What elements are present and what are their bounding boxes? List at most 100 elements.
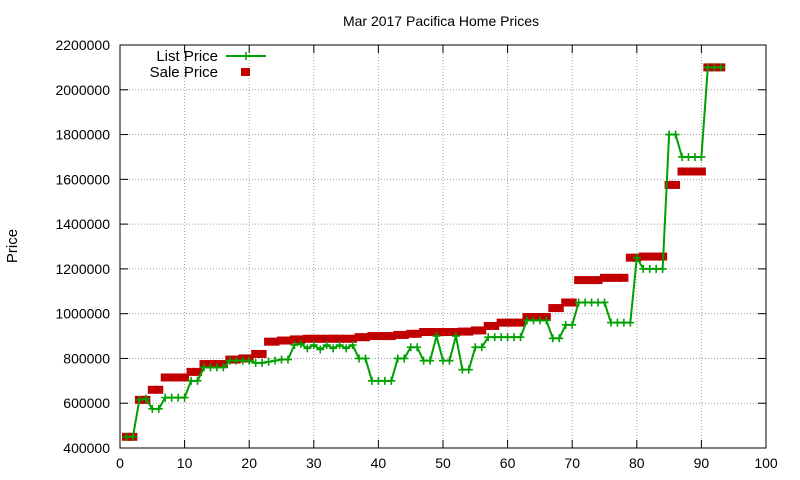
list-price-point <box>193 376 202 385</box>
list-price-point <box>626 318 635 327</box>
sale-price-point <box>477 326 487 335</box>
list-price-point <box>671 130 680 139</box>
sale-price-point <box>664 180 674 189</box>
sale-price-point <box>193 367 203 376</box>
list-price-point <box>245 356 254 365</box>
x-tick-label: 70 <box>564 455 580 471</box>
sale-price-point <box>509 318 519 327</box>
legend-marker-sale-price <box>241 68 250 76</box>
sale-price-point <box>264 337 274 346</box>
x-tick-label: 100 <box>754 455 778 471</box>
sale-price-point <box>277 336 286 345</box>
sale-price-point <box>677 167 687 176</box>
sale-price-point <box>283 336 293 345</box>
legend: List Price Sale Price <box>150 48 266 81</box>
x-tick-label: 30 <box>306 455 322 471</box>
list-price-point <box>632 253 641 262</box>
sale-price-point <box>425 328 435 337</box>
list-price-point <box>445 356 454 365</box>
sale-price-point <box>690 167 700 176</box>
sale-price-point <box>302 334 312 343</box>
sale-price-point <box>373 332 383 341</box>
y-tick-label: 1400000 <box>55 216 110 232</box>
sale-price-point <box>696 167 706 176</box>
sale-price-point <box>470 326 480 335</box>
sale-price-point <box>567 298 577 307</box>
sale-price-point <box>683 167 693 176</box>
list-price-point <box>542 316 551 325</box>
list-price-point <box>697 152 706 161</box>
list-price-point <box>296 339 305 348</box>
list-price-point <box>258 358 267 367</box>
y-tick-label: 2200000 <box>55 37 110 53</box>
list-price-point <box>464 365 473 374</box>
grid <box>120 45 766 448</box>
sale-price-point <box>612 273 622 282</box>
list-price-point <box>413 343 422 352</box>
y-tick-label: 1200000 <box>55 261 110 277</box>
sale-price-point <box>186 367 196 376</box>
sale-price-point <box>561 298 571 307</box>
sale-price-point <box>645 252 655 261</box>
sale-price-point <box>438 328 448 337</box>
y-tick-label: 1800000 <box>55 127 110 143</box>
sale-price-point <box>406 329 416 338</box>
sale-price-point <box>399 330 409 339</box>
x-ticks: 0 10 20 30 40 50 60 70 80 90 100 <box>116 45 778 471</box>
legend-label-list-price: List Price <box>156 48 218 65</box>
list-price-point <box>348 341 357 350</box>
sale-price-point <box>625 253 635 262</box>
y-tick-label: 400000 <box>63 440 110 456</box>
sale-price-point <box>348 334 358 343</box>
sale-price-point <box>309 334 319 343</box>
sale-price-point <box>341 334 351 343</box>
list-price-point <box>135 395 144 404</box>
list-price-point <box>477 343 486 352</box>
sale-price-point <box>380 332 390 341</box>
sale-price-point <box>464 327 474 336</box>
sale-price-point <box>167 373 177 382</box>
x-tick-label: 10 <box>177 455 193 471</box>
sale-price-point <box>606 273 616 282</box>
chart-title: Mar 2017 Pacifica Home Prices <box>343 13 539 29</box>
list-price-point <box>219 363 228 372</box>
x-tick-label: 60 <box>500 455 516 471</box>
list-price-point <box>316 345 325 354</box>
sale-price-point <box>516 318 526 327</box>
sale-price-point <box>180 373 190 382</box>
list-price-point <box>322 341 331 350</box>
list-price-point <box>387 376 396 385</box>
y-tick-label: 1600000 <box>55 171 110 187</box>
list-price-point <box>600 298 609 307</box>
x-tick-label: 50 <box>435 455 451 471</box>
list-price-point <box>271 356 280 365</box>
sale-price-point <box>367 332 377 341</box>
sale-price-point <box>173 373 183 382</box>
sale-price-point <box>270 337 280 346</box>
sale-price-point <box>619 273 629 282</box>
sale-price-point <box>412 329 422 338</box>
list-price-point <box>128 432 137 441</box>
sale-price-point <box>638 252 648 261</box>
sale-price-point <box>593 276 603 285</box>
list-price-point <box>432 332 441 341</box>
sale-price-point <box>257 349 267 358</box>
sale-price-point <box>580 276 590 285</box>
list-price-point <box>283 355 292 364</box>
sale-price-point <box>393 330 403 339</box>
sale-price-point <box>483 321 493 330</box>
list-price-point <box>180 393 189 402</box>
y-tick-label: 1000000 <box>55 306 110 322</box>
legend-label-sale-price: Sale Price <box>150 64 218 81</box>
sale-price-point <box>360 333 370 342</box>
sale-price-point <box>444 328 454 337</box>
sale-price-point <box>328 334 338 343</box>
x-tick-label: 80 <box>629 455 645 471</box>
x-tick-label: 0 <box>116 455 124 471</box>
sale-price-point <box>671 180 681 189</box>
sale-price-point <box>496 318 506 327</box>
list-price-series <box>122 63 725 441</box>
sale-price-point <box>315 334 325 343</box>
legend-marker-list-price <box>242 52 250 60</box>
